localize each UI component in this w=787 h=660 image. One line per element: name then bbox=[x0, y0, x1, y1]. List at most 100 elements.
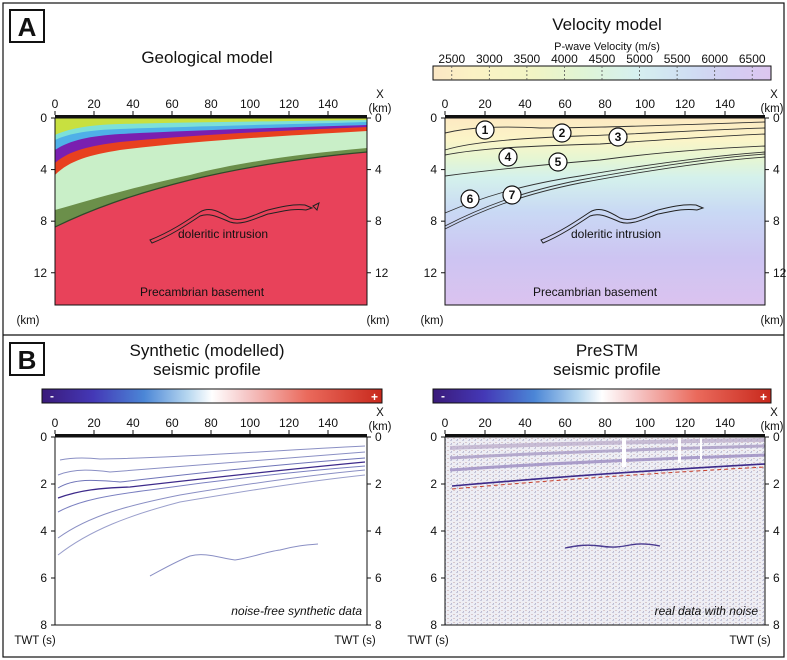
prestm-gaps bbox=[622, 437, 702, 467]
synthetic-x-unit: (km) bbox=[369, 421, 392, 433]
horizon-marker-number: 6 bbox=[467, 192, 474, 206]
pre-xtick-label: 0 bbox=[442, 416, 449, 430]
vel-xtick-label: 0 bbox=[442, 97, 449, 111]
syn-left-ytick-label: 8 bbox=[40, 618, 47, 632]
layer-boundary-line bbox=[54, 151, 368, 228]
geo-depth-unit-left: (km) bbox=[17, 315, 40, 327]
horizon-marker-number: 2 bbox=[559, 126, 566, 140]
synthetic-top-axis bbox=[55, 434, 367, 437]
geo-right-ytick-label: 4 bbox=[375, 163, 382, 177]
vel-xtick-label: 120 bbox=[675, 97, 695, 111]
synthetic-reflectors bbox=[57, 445, 366, 577]
horizon-marker-circle bbox=[552, 123, 572, 143]
prestm-plot-area bbox=[445, 437, 765, 625]
vel-right-ytick-label: 0 bbox=[773, 111, 780, 125]
synthetic-x-label: X bbox=[376, 407, 384, 419]
prestm-band-strong bbox=[451, 463, 766, 487]
horizon-marker-circle bbox=[475, 120, 495, 140]
geo-xtick-label: 140 bbox=[318, 97, 338, 111]
horizon-line-4 bbox=[444, 145, 766, 177]
velocity-colorbar-title: P-wave Velocity (m/s) bbox=[554, 41, 660, 53]
horizon-line-3 bbox=[444, 133, 766, 156]
prestm-time-axis-right: 0 2 4 6 8 bbox=[765, 430, 780, 632]
prestm-time-unit-left: TWT (s) bbox=[407, 635, 448, 647]
vel-xtick-label: 60 bbox=[558, 97, 572, 111]
vel-x-axis: 0 20 40 60 80 100 120 140 bbox=[442, 97, 735, 115]
horizon-marker-circle bbox=[608, 127, 628, 147]
syn-xtick-label: 140 bbox=[318, 416, 338, 430]
horizon-marker-circle bbox=[502, 185, 522, 205]
synthetic-time-axis-left: 0 2 4 6 8 bbox=[40, 430, 55, 632]
velocity-fill bbox=[445, 118, 765, 305]
synthetic-note: noise-free synthetic data bbox=[231, 604, 362, 618]
synthetic-title-line-2: seismic profile bbox=[153, 360, 261, 379]
syn-right-ytick-label: 6 bbox=[375, 571, 382, 585]
vel-xtick-label: 140 bbox=[715, 97, 735, 111]
pre-xtick-label: 80 bbox=[598, 416, 612, 430]
prestm-profile: PreSTM seismic profile - + real data wit… bbox=[407, 341, 783, 647]
syn-left-ytick-label: 2 bbox=[40, 477, 47, 491]
prestm-time-unit-right: TWT (s) bbox=[729, 635, 770, 647]
panel-b: B Synthetic (modelled) seismic profile -… bbox=[9, 341, 784, 647]
geo-left-ytick-label: 12 bbox=[34, 266, 48, 280]
pre-left-ytick-label: 8 bbox=[430, 618, 437, 632]
syn-right-ytick-label: 8 bbox=[375, 618, 382, 632]
geo-xtick-label: 20 bbox=[87, 97, 101, 111]
vel-xtick-label: 20 bbox=[478, 97, 492, 111]
horizon-marker-circle bbox=[498, 147, 518, 167]
synthetic-x-axis: 0 20 40 60 80 100 120 140 bbox=[52, 416, 338, 434]
velocity-colorbar-tick-label: 6500 bbox=[739, 52, 766, 66]
velocity-colorbar-tick-label: 3500 bbox=[514, 52, 541, 66]
velocity-colorbar bbox=[432, 65, 772, 81]
horizon-marker-number: 3 bbox=[615, 130, 622, 144]
velocity-colorbar-tick-label: 6000 bbox=[701, 52, 728, 66]
horizon-line-7 bbox=[444, 156, 766, 230]
synth-reflector-e bbox=[57, 465, 366, 513]
doleritic-intrusion-shape bbox=[149, 204, 314, 244]
vel-xtick-label: 80 bbox=[598, 97, 612, 111]
panel-a-letter: A bbox=[18, 12, 37, 42]
pre-left-ytick-label: 4 bbox=[430, 524, 437, 538]
syn-left-ytick-label: 0 bbox=[40, 430, 47, 444]
vel-depth-axis-left: 0 4 8 12 bbox=[424, 111, 445, 280]
pre-right-ytick-label: 6 bbox=[773, 571, 780, 585]
velocity-model-title: Velocity model bbox=[552, 15, 662, 34]
syn-right-ytick-label: 4 bbox=[375, 524, 382, 538]
horizon-line-2 bbox=[444, 127, 766, 151]
vel-left-ytick-label: 12 bbox=[424, 266, 438, 280]
panel-b-letter-box bbox=[9, 342, 45, 376]
syn-xtick-label: 100 bbox=[240, 416, 260, 430]
syn-xtick-label: 80 bbox=[204, 416, 218, 430]
pre-xtick-label: 140 bbox=[715, 416, 735, 430]
intrusion-label-vel: doleritic intrusion bbox=[571, 227, 661, 241]
syn-xtick-label: 20 bbox=[87, 416, 101, 430]
pre-right-ytick-label: 8 bbox=[773, 618, 780, 632]
velocity-colorbar-tick-label: 5000 bbox=[626, 52, 653, 66]
horizon-marker-number: 4 bbox=[505, 150, 512, 164]
pre-right-ytick-label: 0 bbox=[773, 430, 780, 444]
syn-left-ytick-label: 6 bbox=[40, 571, 47, 585]
geo-left-ytick-label: 4 bbox=[40, 163, 47, 177]
geo-xtick-label: 100 bbox=[240, 97, 260, 111]
vel-xtick-label: 40 bbox=[518, 97, 532, 111]
pre-right-ytick-label: 2 bbox=[773, 477, 780, 491]
geological-layers bbox=[54, 118, 368, 305]
prestm-x-unit: (km) bbox=[761, 421, 784, 433]
prestm-colorbar-plus: + bbox=[760, 390, 767, 404]
synthetic-time-axis-right: 0 2 4 6 8 bbox=[367, 430, 382, 632]
horizon-marker-number: 1 bbox=[482, 123, 489, 137]
synth-reflector-f bbox=[57, 469, 366, 539]
intrusion-label-geo: doleritic intrusion bbox=[178, 227, 268, 241]
synth-reflector-c bbox=[57, 457, 366, 489]
geo-left-ytick-label: 8 bbox=[40, 214, 47, 228]
geo-right-ytick-label: 0 bbox=[375, 111, 382, 125]
horizon-marker-number: 7 bbox=[509, 188, 516, 202]
vel-xtick-label: 100 bbox=[635, 97, 655, 111]
basement-label-vel: Precambrian basement bbox=[533, 285, 658, 299]
geo-xtick-label: 80 bbox=[204, 97, 218, 111]
vel-x-label: X bbox=[770, 89, 778, 101]
vel-x-unit: (km) bbox=[761, 103, 784, 115]
prestm-time-axis-left: 0 2 4 6 8 bbox=[430, 430, 445, 632]
geological-model-title: Geological model bbox=[141, 48, 272, 67]
